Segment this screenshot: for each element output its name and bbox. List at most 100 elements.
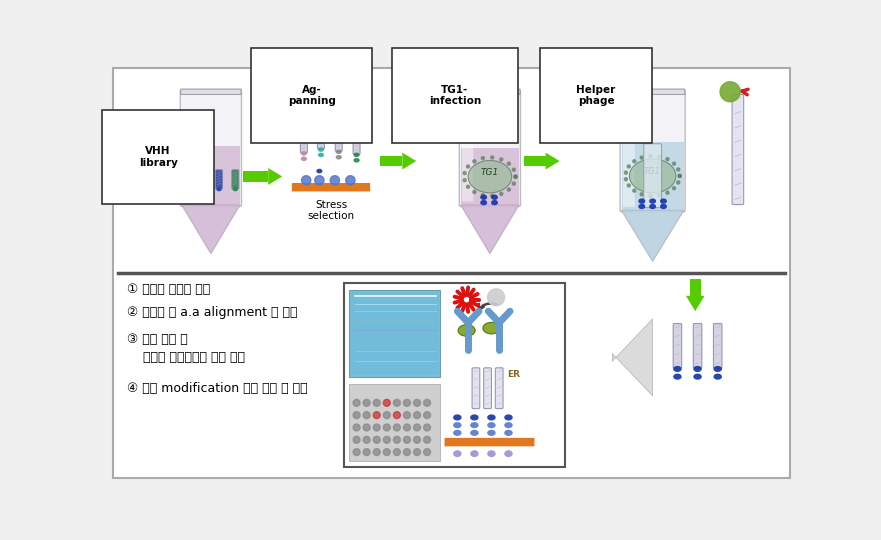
Ellipse shape [714,366,722,372]
Ellipse shape [470,430,478,436]
Ellipse shape [200,187,205,191]
Circle shape [363,436,370,443]
Ellipse shape [639,198,645,204]
Circle shape [481,194,485,197]
FancyBboxPatch shape [460,89,520,94]
Circle shape [403,436,411,443]
Circle shape [424,436,431,443]
Ellipse shape [504,422,513,428]
Polygon shape [243,171,268,182]
Polygon shape [461,205,519,253]
Circle shape [413,436,420,443]
Polygon shape [461,205,519,253]
Circle shape [424,411,431,418]
FancyBboxPatch shape [353,132,360,154]
Ellipse shape [233,187,238,191]
Circle shape [403,424,411,431]
Ellipse shape [300,157,307,161]
Circle shape [353,436,360,443]
Circle shape [463,179,466,182]
Ellipse shape [458,325,475,336]
Ellipse shape [470,450,478,457]
Circle shape [374,400,381,406]
Circle shape [467,185,470,188]
FancyBboxPatch shape [344,284,565,467]
Ellipse shape [504,414,513,421]
Circle shape [345,176,355,185]
Circle shape [678,174,681,178]
Text: ③ 최종 선별 및: ③ 최종 선별 및 [127,333,188,346]
FancyBboxPatch shape [336,129,342,151]
FancyBboxPatch shape [351,292,439,375]
Ellipse shape [487,422,496,428]
Ellipse shape [470,422,478,428]
Circle shape [640,193,643,196]
Circle shape [677,168,680,171]
Circle shape [648,154,652,158]
Circle shape [424,449,431,456]
Ellipse shape [217,187,222,191]
Circle shape [512,168,515,171]
Circle shape [625,171,627,174]
Circle shape [424,400,431,406]
Ellipse shape [629,159,676,193]
Ellipse shape [693,374,702,380]
Circle shape [413,400,420,406]
Ellipse shape [491,200,498,205]
Circle shape [481,157,485,160]
FancyBboxPatch shape [349,291,440,377]
FancyBboxPatch shape [114,68,789,477]
FancyBboxPatch shape [459,90,521,206]
Circle shape [640,156,643,159]
Ellipse shape [483,322,500,334]
FancyBboxPatch shape [484,368,492,409]
Circle shape [512,182,515,185]
Ellipse shape [336,150,342,154]
Polygon shape [622,211,684,261]
FancyBboxPatch shape [472,368,480,409]
Circle shape [633,189,636,192]
Circle shape [658,194,661,197]
Circle shape [666,191,669,194]
Circle shape [672,162,676,165]
FancyBboxPatch shape [292,183,370,192]
Ellipse shape [453,430,462,436]
FancyBboxPatch shape [199,170,206,189]
Polygon shape [524,156,545,166]
FancyBboxPatch shape [620,89,685,94]
Circle shape [363,411,370,418]
Circle shape [467,165,470,168]
Circle shape [507,162,510,165]
FancyBboxPatch shape [445,438,535,447]
Circle shape [301,176,311,185]
FancyBboxPatch shape [181,90,241,206]
Ellipse shape [649,198,656,204]
Polygon shape [545,153,559,170]
Circle shape [353,411,360,418]
Polygon shape [461,148,519,205]
Text: ER: ER [507,370,520,379]
FancyBboxPatch shape [349,384,440,461]
Ellipse shape [470,414,478,421]
Text: TG1: TG1 [481,168,499,177]
Ellipse shape [480,200,487,205]
Ellipse shape [353,158,359,163]
FancyBboxPatch shape [732,94,744,205]
Circle shape [413,449,420,456]
Text: Ag-
panning: Ag- panning [288,85,336,106]
Ellipse shape [504,430,513,436]
FancyBboxPatch shape [495,368,503,409]
Ellipse shape [639,204,645,209]
Circle shape [677,181,680,184]
Ellipse shape [453,450,462,457]
Ellipse shape [714,374,722,380]
Ellipse shape [491,194,498,200]
Circle shape [424,424,431,431]
Circle shape [720,82,740,102]
FancyBboxPatch shape [714,323,722,368]
Circle shape [363,400,370,406]
Polygon shape [268,168,282,185]
Ellipse shape [316,168,322,173]
Ellipse shape [184,187,189,191]
Circle shape [353,424,360,431]
